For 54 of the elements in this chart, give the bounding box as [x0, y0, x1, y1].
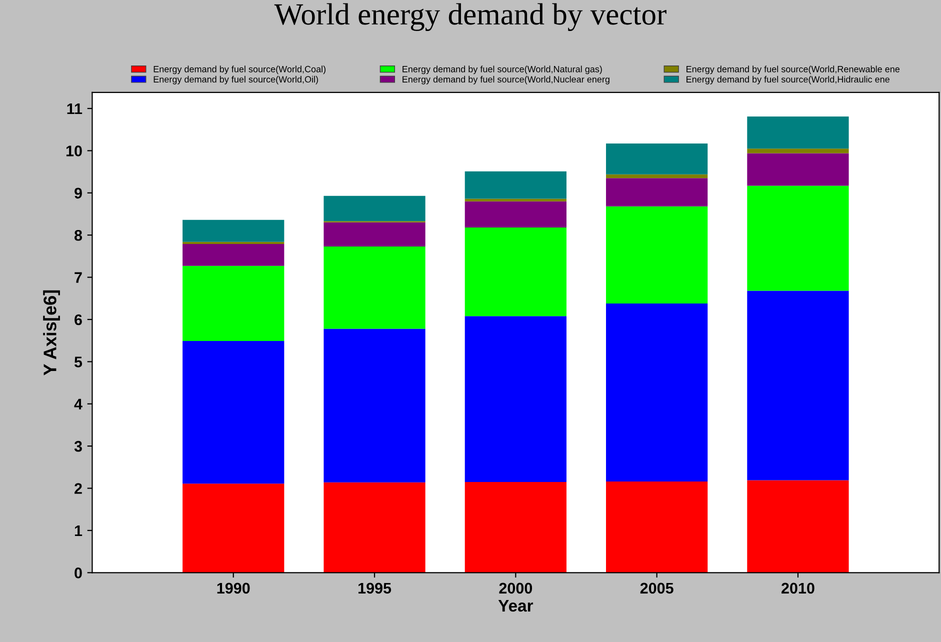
- y-tick-label: 10: [66, 146, 82, 156]
- y-tick-label: 4: [74, 398, 82, 410]
- chart-title: World energy demand by vector: [274, 3, 666, 32]
- bar: [464, 201, 566, 228]
- bar: [747, 148, 849, 154]
- bar: [606, 144, 708, 174]
- y-tick-label: 7: [74, 272, 82, 283]
- bar: [606, 206, 708, 304]
- y-tick-label: 6: [74, 314, 82, 326]
- legend-label: Energy demand by fuel source(World,Oil): [154, 76, 318, 84]
- bar: [324, 482, 426, 573]
- bar: [324, 328, 426, 482]
- y-tick-label: 5: [74, 356, 82, 368]
- bar: [606, 303, 708, 482]
- bar: [464, 482, 566, 573]
- y-tick-label: 1: [74, 525, 82, 536]
- bar: [606, 482, 708, 573]
- x-axis-title: Year: [498, 600, 534, 612]
- bar: [324, 246, 426, 329]
- bar: [747, 153, 849, 186]
- bar: [464, 316, 566, 482]
- bar: [747, 480, 849, 573]
- bar: [747, 186, 849, 291]
- y-tick-label: 9: [74, 188, 82, 199]
- bar: [606, 174, 708, 178]
- y-axis-title: Y Axis[e6]: [43, 290, 60, 376]
- legend-label: Energy demand by fuel source(World,Renewable ene: [686, 66, 900, 74]
- bar: [182, 484, 284, 573]
- bar: [606, 178, 708, 206]
- bar: [324, 196, 426, 222]
- bar: [747, 116, 849, 149]
- bar: [182, 340, 284, 484]
- legend-label: Energy demand by fuel source(World,Nuclear energ: [402, 76, 610, 84]
- bar: [182, 244, 284, 266]
- bar: [747, 290, 849, 480]
- x-tick-label: 2010: [782, 582, 814, 594]
- bar: [464, 227, 566, 316]
- bar: [182, 220, 284, 242]
- x-tick-label: 1995: [358, 582, 392, 594]
- x-tick-label: 1990: [217, 582, 250, 594]
- bar: [464, 198, 566, 202]
- legend-label: Energy demand by fuel source(World,Hidraulic ene: [686, 76, 890, 84]
- x-tick-label: 2005: [640, 582, 674, 594]
- y-tick-label: 2: [74, 483, 82, 494]
- legend-label: Energy demand by fuel source(World,Natural gas): [402, 66, 602, 74]
- bar: [182, 266, 284, 341]
- x-tick-label: 2000: [499, 582, 532, 594]
- bar: [464, 171, 566, 199]
- y-tick-label: 0: [74, 568, 82, 578]
- legend-label: Energy demand by fuel source(World,Coal): [154, 66, 326, 74]
- y-tick-label: 3: [74, 440, 82, 452]
- y-tick-label: 8: [74, 230, 82, 241]
- bar: [324, 222, 426, 246]
- y-tick-label: 11: [67, 104, 82, 114]
